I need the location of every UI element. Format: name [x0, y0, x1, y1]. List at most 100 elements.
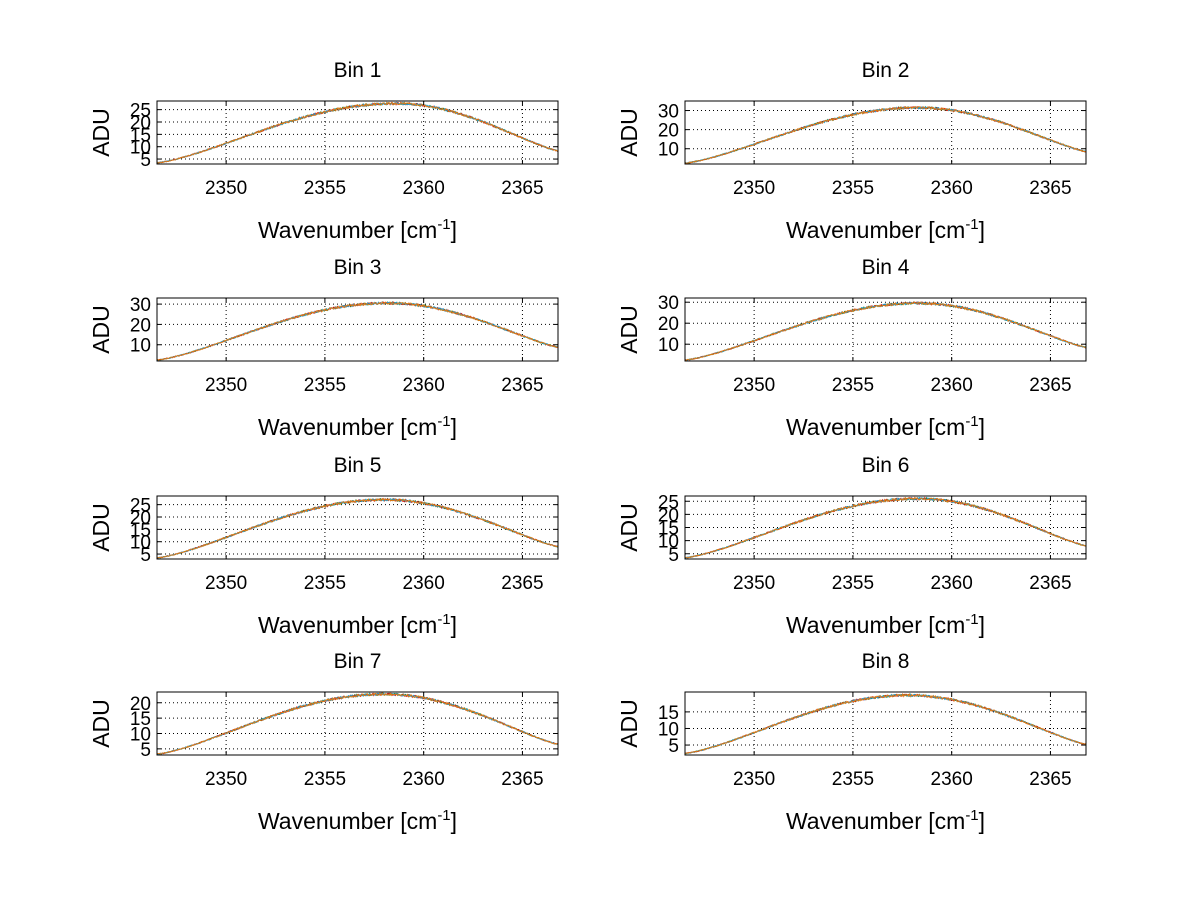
chart-4-series-2 [684, 301, 1087, 361]
chart-6-xlabel: Wavenumber [cm-1] [786, 611, 985, 638]
chart-7-ytick-label-0: 5 [140, 740, 151, 761]
chart-6-ytick-label-4: 25 [658, 492, 679, 513]
chart-8-ylabel: ADU [616, 699, 642, 748]
chart-6-ylabel: ADU [616, 503, 642, 552]
chart-7-xtick-label-3: 2365 [501, 769, 543, 790]
chart-5-title: Bin 5 [334, 454, 382, 477]
chart-3-series-4 [156, 301, 559, 361]
chart-2-xtick-label-3: 2365 [1029, 178, 1071, 199]
chart-3-ytick-label-2: 30 [130, 295, 151, 316]
chart-2-xtick-label-2: 2360 [931, 178, 973, 199]
chart-2-series-1 [684, 105, 1087, 164]
chart-5-series-1 [156, 497, 559, 559]
chart-1-series-4 [156, 101, 559, 164]
chart-7-ylabel: ADU [88, 699, 114, 748]
chart-7-series-4 [156, 691, 559, 755]
chart-7-xlabel: Wavenumber [cm-1] [258, 807, 457, 834]
chart-8-xtick-label-1: 2355 [832, 769, 874, 790]
chart-7-ytick-label-2: 15 [130, 709, 151, 730]
chart-2-ytick-label-1: 20 [658, 121, 679, 142]
chart-1-xtick-label-2: 2360 [403, 178, 445, 199]
chart-1-xtick-label-1: 2355 [304, 178, 346, 199]
chart-6-xtick-label-1: 2355 [832, 573, 874, 594]
chart-5-xlabel: Wavenumber [cm-1] [258, 611, 457, 638]
chart-5-ytick-label-3: 20 [130, 508, 151, 529]
chart-2-axes [684, 100, 1087, 165]
chart-8-ytick-label-1: 10 [658, 719, 679, 740]
chart-8-ytick-label-0: 5 [668, 736, 679, 757]
chart-4-series-4 [684, 301, 1087, 361]
chart-2-xtick-label-0: 2350 [733, 178, 775, 199]
chart-1-series-2 [156, 101, 559, 164]
chart-3-xtick-label-0: 2350 [205, 375, 247, 396]
chart-6-ytick-label-1: 10 [658, 532, 679, 553]
chart-2-ylabel: ADU [616, 108, 642, 157]
chart-5-ylabel: ADU [88, 503, 114, 552]
chart-7-title: Bin 7 [334, 650, 382, 673]
chart-7-axes [156, 691, 559, 756]
chart-5-xtick-label-0: 2350 [205, 573, 247, 594]
chart-8-axes [684, 691, 1087, 756]
chart-1-ytick-label-4: 25 [130, 101, 151, 122]
chart-5-ytick-label-2: 15 [130, 520, 151, 541]
chart-4-ytick-label-0: 10 [658, 335, 679, 356]
chart-8-ytick-label-2: 15 [658, 703, 679, 724]
chart-2-ytick-label-0: 10 [658, 140, 679, 161]
chart-5-ytick-label-4: 25 [130, 496, 151, 517]
chart-5-axes [156, 495, 559, 560]
chart-3-series-3 [156, 300, 559, 361]
chart-2-series-3 [684, 105, 1087, 164]
chart-4-series-1 [684, 301, 1087, 361]
chart-3-series-2 [157, 301, 559, 361]
chart-1-title: Bin 1 [334, 59, 382, 82]
chart-5-xtick-label-2: 2360 [403, 573, 445, 594]
chart-4-xtick-label-0: 2350 [733, 375, 775, 396]
chart-7-xtick-label-2: 2360 [403, 769, 445, 790]
chart-7-xtick-label-1: 2355 [304, 769, 346, 790]
chart-6-series-4 [684, 496, 1087, 559]
chart-1-ylabel: ADU [88, 108, 114, 157]
chart-6-ytick-label-2: 15 [658, 519, 679, 540]
chart-6-ytick-label-0: 5 [668, 545, 679, 566]
chart-1-xtick-label-0: 2350 [205, 178, 247, 199]
chart-1-series-3 [156, 101, 559, 164]
chart-4-xtick-label-1: 2355 [832, 375, 874, 396]
chart-4-title: Bin 4 [862, 256, 910, 279]
chart-1-xlabel: Wavenumber [cm-1] [258, 216, 457, 243]
chart-5-ytick-label-1: 10 [130, 533, 151, 554]
chart-1-ytick-label-0: 5 [140, 150, 151, 171]
chart-7-ytick-label-1: 10 [130, 724, 151, 745]
chart-4-series-3 [684, 301, 1087, 361]
chart-1-ytick-label-1: 10 [130, 138, 151, 159]
chart-4-xlabel: Wavenumber [cm-1] [786, 413, 985, 440]
chart-4-xtick-label-3: 2365 [1029, 375, 1071, 396]
chart-3-xtick-label-1: 2355 [304, 375, 346, 396]
chart-2-xlabel: Wavenumber [cm-1] [786, 216, 985, 243]
chart-6-xtick-label-3: 2365 [1029, 573, 1071, 594]
chart-4-axes [684, 297, 1087, 362]
chart-3-axes [156, 297, 559, 362]
chart-3-xtick-label-3: 2365 [501, 375, 543, 396]
chart-5-series-2 [156, 497, 559, 559]
chart-4-ylabel: ADU [616, 305, 642, 354]
chart-5-xtick-label-1: 2355 [304, 573, 346, 594]
chart-2-series-4 [684, 106, 1087, 164]
chart-6-xtick-label-0: 2350 [733, 573, 775, 594]
chart-8-xtick-label-3: 2365 [1029, 769, 1071, 790]
chart-5-ytick-label-0: 5 [140, 545, 151, 566]
chart-2-series-2 [684, 106, 1087, 164]
chart-2-ytick-label-2: 30 [658, 102, 679, 123]
chart-3-series-1 [156, 301, 559, 361]
chart-3-xlabel: Wavenumber [cm-1] [258, 413, 457, 440]
chart-3-xtick-label-2: 2360 [403, 375, 445, 396]
chart-5-xtick-label-3: 2365 [501, 573, 543, 594]
chart-1-axes [156, 100, 559, 165]
chart-5-series-4 [156, 497, 559, 559]
